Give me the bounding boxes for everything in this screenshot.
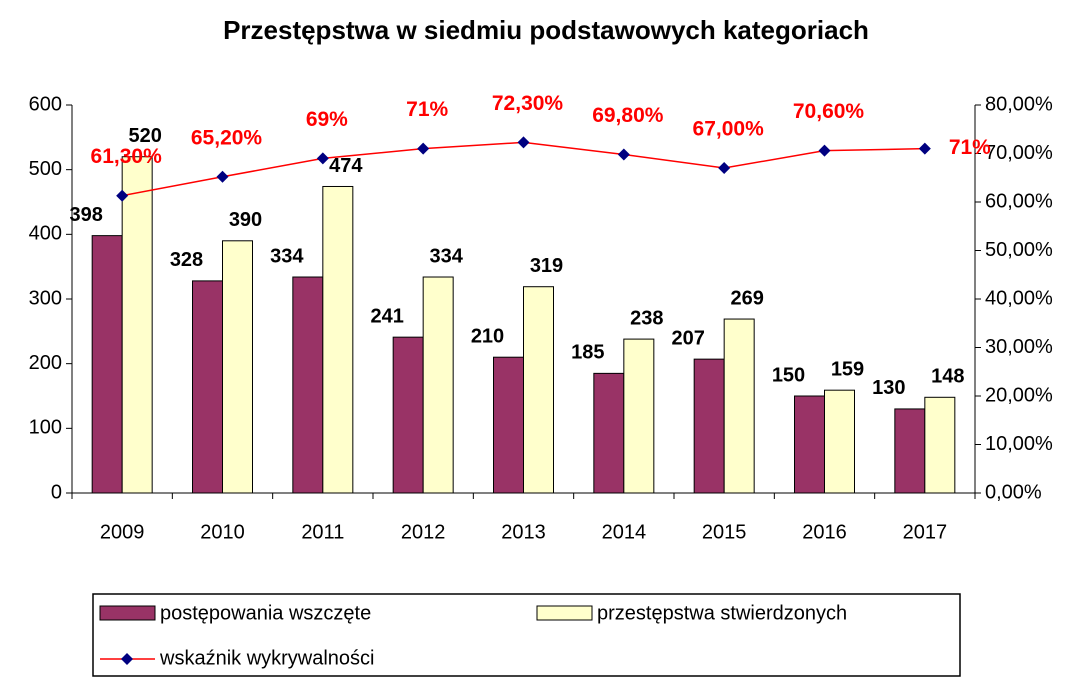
legend-swatch [536, 605, 593, 621]
bar [794, 395, 825, 494]
line-marker [417, 142, 430, 155]
bar [422, 276, 454, 494]
line-marker [316, 152, 329, 165]
x-tick-label: 2012 [401, 521, 446, 543]
y2-tick-label: 30,00% [985, 336, 1053, 358]
bar-value-label: 328 [170, 249, 203, 271]
y-tick-label: 600 [29, 93, 62, 115]
legend-label: wskaźnik wykrywalności [159, 647, 375, 669]
bar [292, 276, 324, 494]
line-value-label: 67,00% [693, 118, 765, 141]
y2-tick-label: 80,00% [985, 93, 1053, 115]
bar [121, 156, 153, 494]
bar [693, 358, 725, 494]
bar-value-label: 390 [229, 209, 262, 231]
line-marker [818, 144, 831, 157]
x-tick-label: 2009 [100, 521, 145, 543]
x-tick-label: 2010 [200, 521, 245, 543]
bar [493, 356, 524, 494]
bar-value-label: 238 [630, 307, 663, 329]
bar-value-label: 241 [370, 305, 403, 327]
y2-tick-label: 70,00% [985, 142, 1053, 164]
line-value-label: 61,30% [91, 145, 163, 168]
bar-value-label: 185 [571, 342, 604, 364]
line-marker [918, 142, 931, 155]
y-tick-label: 200 [29, 352, 62, 374]
y-tick-label: 300 [29, 287, 62, 309]
x-tick-label: 2011 [301, 521, 344, 543]
x-tick-label: 2013 [501, 521, 546, 543]
bar [894, 408, 926, 494]
bar-value-label: 334 [429, 245, 463, 267]
bar-value-label: 207 [671, 327, 704, 349]
y2-tick-label: 50,00% [985, 239, 1053, 261]
bar [623, 338, 655, 494]
x-tick-label: 2014 [602, 521, 647, 543]
bar-value-label: 398 [69, 204, 102, 226]
line-marker [216, 170, 229, 183]
bar [192, 280, 223, 494]
bar-value-label: 269 [730, 287, 763, 309]
chart-title: Przestępstwa w siedmiu podstawowych kate… [223, 15, 869, 45]
bar [322, 185, 354, 494]
line [122, 141, 925, 197]
bar-value-label: 159 [831, 358, 864, 380]
y2-tick-label: 60,00% [985, 190, 1053, 212]
legend-label: przestępstwa stwierdzonych [597, 602, 847, 624]
legend-box [92, 593, 961, 677]
bar-value-label: 148 [931, 366, 964, 388]
line-value-label: 70,60% [793, 100, 865, 123]
bar [824, 389, 855, 494]
y2-tick-label: 20,00% [985, 384, 1053, 406]
line-marker [617, 148, 630, 161]
bar [593, 372, 625, 494]
bar [723, 318, 755, 494]
bar-value-label: 130 [872, 377, 905, 399]
line-value-label: 71% [949, 136, 991, 159]
bar-value-label: 334 [270, 245, 304, 267]
y2-tick-label: 10,00% [985, 433, 1053, 455]
y-tick-label: 400 [29, 223, 62, 245]
bar [222, 240, 253, 494]
y2-tick-label: 40,00% [985, 287, 1053, 309]
line-value-label: 69% [306, 108, 348, 131]
y2-tick-label: 0,00% [985, 481, 1042, 503]
line-value-label: 72,30% [492, 92, 564, 115]
line-marker [517, 136, 530, 149]
bar-value-label: 520 [128, 125, 161, 147]
legend-label: postępowania wszczęte [160, 602, 371, 624]
x-tick-label: 2016 [802, 521, 847, 543]
bar [91, 235, 123, 494]
bar-value-label: 210 [471, 325, 504, 347]
bar-value-label: 319 [530, 255, 563, 277]
line-value-label: 65,20% [191, 126, 263, 149]
x-tick-label: 2015 [702, 521, 747, 543]
bar [523, 286, 554, 494]
line-value-label: 71% [406, 98, 448, 121]
bar-value-label: 150 [772, 364, 805, 386]
y-tick-label: 500 [29, 158, 62, 180]
bar [392, 336, 424, 494]
bar [924, 396, 956, 494]
legend-marker [121, 653, 133, 665]
line-value-label: 69,80% [592, 104, 664, 127]
bar-value-label: 474 [329, 155, 363, 177]
line-marker [116, 189, 129, 202]
legend-swatch [99, 605, 156, 621]
line-marker [718, 162, 731, 175]
x-tick-label: 2017 [903, 521, 948, 543]
y-tick-label: 100 [29, 417, 62, 439]
y-tick-label: 0 [51, 481, 62, 503]
